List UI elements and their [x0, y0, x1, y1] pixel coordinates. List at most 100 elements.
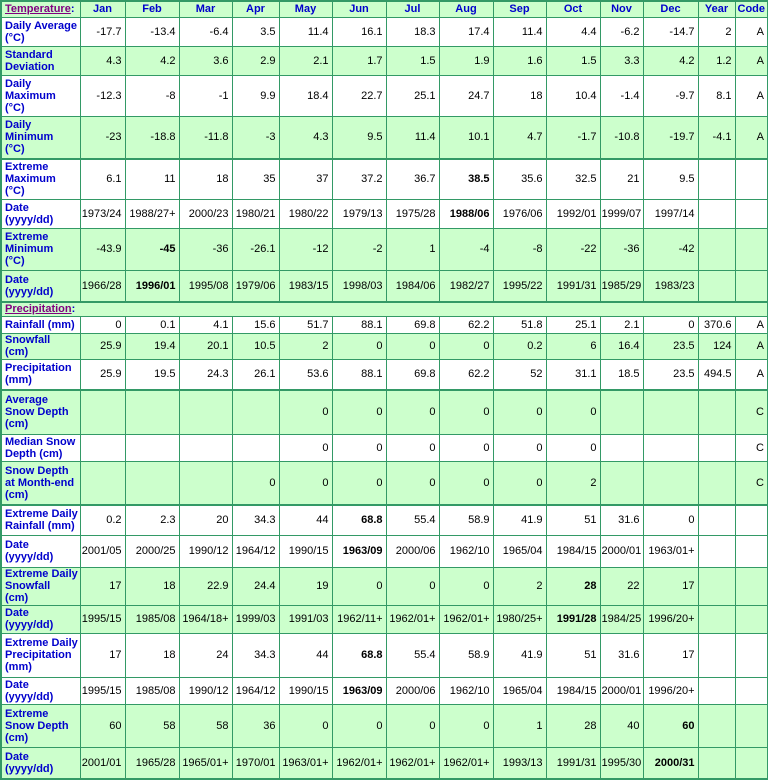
cell: 3.5 — [231, 16, 280, 47]
cell: 20 — [178, 504, 233, 536]
month-header-may: May — [278, 0, 333, 18]
precipitation-link[interactable]: Precipitation — [5, 303, 72, 316]
cell: 37 — [278, 158, 333, 200]
row-label: Extreme Snow Depth (cm) — [0, 703, 81, 748]
cell: -23 — [79, 115, 126, 160]
cell: 0 — [231, 460, 280, 506]
cell: -12 — [278, 227, 333, 271]
year-cell: 2 — [697, 16, 736, 47]
cell: 0 — [278, 703, 333, 748]
extreme-daily-precipitation-row: Extreme Daily Precipitation (mm) 17 18 24 34… — [0, 632, 768, 678]
cell: 2.3 — [124, 504, 180, 536]
year-cell — [697, 676, 736, 705]
cell: 0 — [492, 433, 547, 462]
cell: 0 — [385, 332, 440, 360]
cell: 1983/15 — [278, 269, 333, 303]
cell: 4.1 — [178, 315, 233, 334]
cell — [79, 433, 126, 462]
extreme-daily-rainfall-row: Extreme Daily Rainfall (mm) 0.2 2.3 20 34.3 4… — [0, 504, 768, 536]
cell: 0 — [331, 566, 387, 606]
daily-maximum-row: Daily Maximum (°C) -12.3 -8 -1 9.9 18.4 22.7 25… — [0, 74, 768, 117]
month-header-jun: Jun — [331, 0, 387, 18]
cell: 1991/31 — [545, 746, 601, 780]
cell: 24.3 — [178, 358, 233, 391]
cell: 34.3 — [231, 632, 280, 678]
cell — [178, 389, 233, 435]
cell: 18 — [124, 632, 180, 678]
cell: 0 — [545, 389, 601, 435]
extreme-daily-rainfall-date-row: Date (yyyy/dd) 2001/05 2000/25 1990/12 1964/… — [0, 534, 768, 568]
cell — [124, 433, 180, 462]
extreme-maximum-date-row: Date (yyyy/dd) 1973/24 1988/27+ 2000/23 1980… — [0, 198, 768, 229]
temperature-link[interactable]: Temperature — [5, 3, 71, 16]
extreme-daily-snowfall-row: Extreme Daily Snowfall (cm) 17 18 22.9 24.4 1… — [0, 566, 768, 606]
cell: 4.2 — [642, 45, 699, 76]
month-header-jan: Jan — [79, 0, 126, 18]
cell: 17 — [642, 632, 699, 678]
cell: 1962/10 — [438, 534, 494, 568]
cell: -36 — [599, 227, 644, 271]
year-header: Year — [697, 0, 736, 18]
precipitation-section-header: Precipitation: — [0, 301, 768, 317]
cell: 1988/27+ — [124, 198, 180, 229]
precipitation-section-row: Precipitation: — [0, 301, 768, 317]
cell: 1964/12 — [231, 676, 280, 705]
cell: 62.2 — [438, 358, 494, 391]
row-label: Daily Minimum (°C) — [0, 115, 81, 160]
cell: 0 — [331, 389, 387, 435]
cell: 1984/25 — [599, 604, 644, 634]
cell: 18.5 — [599, 358, 644, 391]
cell: 11.4 — [492, 16, 547, 47]
cell: 17 — [79, 566, 126, 606]
cell: 25.9 — [79, 332, 126, 360]
cell: -36 — [178, 227, 233, 271]
cell: 1965/28 — [124, 746, 180, 780]
year-cell: 494.5 — [697, 358, 736, 391]
cell: 40 — [599, 703, 644, 748]
cell: 1962/01+ — [438, 746, 494, 780]
cell: 1963/01+ — [642, 534, 699, 568]
row-label: Extreme Daily Rainfall (mm) — [0, 504, 81, 536]
cell — [599, 433, 644, 462]
temperature-colon: : — [70, 3, 75, 16]
year-cell — [697, 632, 736, 678]
year-cell — [697, 746, 736, 780]
cell: -1.4 — [599, 74, 644, 117]
row-label: Date (yyyy/dd) — [0, 269, 81, 303]
cell: 1984/15 — [545, 534, 601, 568]
code-cell — [734, 746, 768, 780]
cell: 1995/30 — [599, 746, 644, 780]
cell: 1962/11+ — [331, 604, 387, 634]
cell: 19.5 — [124, 358, 180, 391]
cell: 10.1 — [438, 115, 494, 160]
row-label: Date (yyyy/dd) — [0, 198, 81, 229]
code-cell: A — [734, 45, 768, 76]
cell: 31.6 — [599, 632, 644, 678]
row-label: Date (yyyy/dd) — [0, 676, 81, 705]
cell: 1976/06 — [492, 198, 547, 229]
cell: 11 — [124, 158, 180, 200]
month-header-sep: Sep — [492, 0, 547, 18]
cell: 1979/06 — [231, 269, 280, 303]
cell: 1997/14 — [642, 198, 699, 229]
cell: 1 — [492, 703, 547, 748]
cell: 1995/08 — [178, 269, 233, 303]
month-header-aug: Aug — [438, 0, 494, 18]
snowfall-row: Snowfall (cm) 25.9 19.4 20.1 10.5 2 0 0 0 0.2 6 16.… — [0, 332, 768, 360]
median-snow-depth-row: Median Snow Depth (cm) 0 0 0 0 0 0 C — [0, 433, 768, 462]
cell: 1985/08 — [124, 676, 180, 705]
cell: 3.3 — [599, 45, 644, 76]
cell: 31.1 — [545, 358, 601, 391]
year-cell: 124 — [697, 332, 736, 360]
cell: 1991/31 — [545, 269, 601, 303]
month-header-oct: Oct — [545, 0, 601, 18]
cell: 0 — [642, 504, 699, 536]
cell: 2001/05 — [79, 534, 126, 568]
cell: -9.7 — [642, 74, 699, 117]
code-cell: A — [734, 115, 768, 160]
cell: 17 — [79, 632, 126, 678]
cell: 37.2 — [331, 158, 387, 200]
cell: 1963/01+ — [278, 746, 333, 780]
cell: 1982/27 — [438, 269, 494, 303]
cell: 4.7 — [492, 115, 547, 160]
